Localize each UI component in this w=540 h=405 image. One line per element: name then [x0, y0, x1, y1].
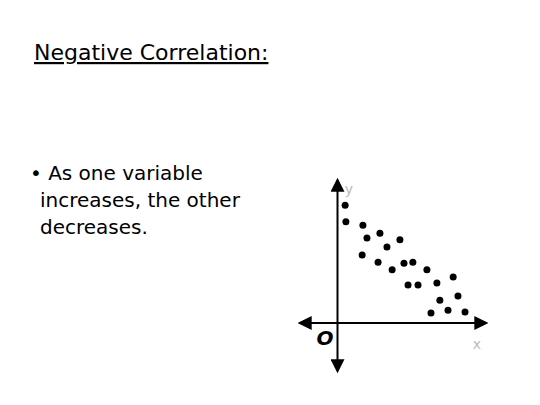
scatter-point — [376, 230, 383, 237]
scatter-point — [462, 309, 469, 316]
bullet-text: • As one variableincreases, the otherdec… — [30, 161, 241, 239]
scatter-point — [400, 260, 407, 267]
scatter-point — [396, 236, 403, 243]
scatter-point — [383, 243, 390, 250]
origin-label: O — [316, 326, 333, 350]
scatter-point — [375, 259, 382, 266]
scatter-point — [389, 266, 396, 273]
points — [342, 202, 469, 317]
scatter-point — [445, 307, 452, 314]
scatter-point — [415, 281, 422, 288]
y-axis — [337, 181, 338, 371]
scatter-point — [409, 259, 416, 266]
scatter-point — [359, 252, 366, 259]
y-axis-line — [337, 181, 339, 371]
x-axis — [301, 323, 486, 324]
slide-title: Negative Correlation: — [34, 40, 268, 65]
scatter-point — [359, 222, 366, 229]
scatter-point — [363, 234, 370, 241]
scatter-point — [454, 292, 461, 299]
scatter-point — [423, 266, 430, 273]
scatter-point — [342, 218, 349, 225]
scatter-point — [450, 273, 457, 280]
scatter-point — [433, 280, 440, 287]
y-axis-label: y — [345, 181, 353, 197]
scatter-point — [405, 281, 412, 288]
scatter-point — [342, 202, 349, 209]
scatter-point — [427, 310, 434, 317]
x-axis-line — [301, 322, 486, 324]
scatter-point — [436, 297, 443, 304]
x-axis-label: x — [473, 336, 481, 352]
slide: Negative Correlation: • As one variablein… — [0, 0, 540, 405]
